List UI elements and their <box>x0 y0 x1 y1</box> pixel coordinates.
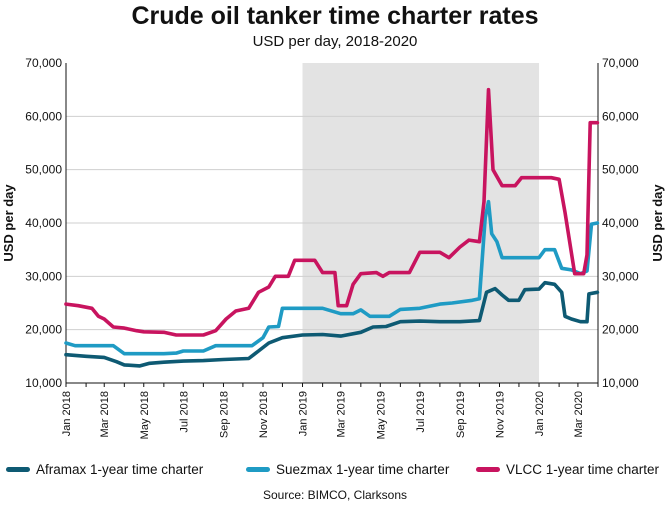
x-tick-label: Nov 2019 <box>495 391 507 438</box>
y-tick-label-right: 40,000 <box>602 216 639 230</box>
x-tick-label: Mar 2018 <box>99 391 111 437</box>
x-tick-label: Sep 2019 <box>455 391 467 438</box>
y-tick-label-right: 50,000 <box>602 163 639 177</box>
legend-label-vlcc: VLCC 1-year time charter <box>506 462 660 477</box>
x-tick-label: Jul 2019 <box>415 391 427 433</box>
legend-item-vlcc: VLCC 1-year time charter <box>476 462 659 477</box>
chart-subtitle: USD per day, 2018-2020 <box>252 33 418 50</box>
legend-label-suezmax: Suezmax 1-year time charter <box>276 462 450 477</box>
x-tick-label: May 2018 <box>139 391 151 439</box>
x-tick-label: Jan 2018 <box>61 391 73 436</box>
y-tick-label-left: 10,000 <box>25 376 62 390</box>
legend-swatch-aframax <box>6 467 30 472</box>
y-axis-title-right: USD per day <box>650 184 665 262</box>
x-tick-label: Sep 2018 <box>218 391 230 438</box>
legend-swatch-suezmax <box>246 467 270 472</box>
x-tick-label: Jan 2020 <box>534 391 546 436</box>
y-tick-label-left: 50,000 <box>25 163 62 177</box>
x-tick-label: Mar 2019 <box>336 391 348 437</box>
y-tick-label-right: 20,000 <box>602 323 639 337</box>
series-line-aframax <box>64 280 600 368</box>
legend-swatch-vlcc <box>476 467 500 472</box>
series-line-suezmax <box>64 199 600 356</box>
x-tick-label: Jul 2018 <box>178 391 190 433</box>
legend-label-aframax: Aframax 1-year time charter <box>36 462 204 477</box>
source-note: Source: BIMCO, Clarksons <box>262 488 408 502</box>
x-tick-label: May 2019 <box>375 391 387 439</box>
y-tick-label-left: 60,000 <box>25 109 62 123</box>
y-axis-title-left: USD per day <box>1 184 16 262</box>
legend-item-aframax: Aframax 1-year time charter <box>6 462 203 477</box>
y-tick-label-left: 40,000 <box>25 216 62 230</box>
y-tick-label-right: 30,000 <box>602 269 639 283</box>
legend-item-suezmax: Suezmax 1-year time charter <box>246 462 449 477</box>
y-tick-label-right: 60,000 <box>602 109 639 123</box>
chart-title: Crude oil tanker time charter rates <box>131 2 539 30</box>
x-tick-label: Nov 2018 <box>258 391 270 438</box>
x-tick-label: Mar 2020 <box>573 391 585 437</box>
y-tick-label-left: 70,000 <box>25 56 62 70</box>
y-tick-label-right: 10,000 <box>602 376 639 390</box>
y-tick-label-right: 70,000 <box>602 56 639 70</box>
y-tick-label-left: 20,000 <box>25 323 62 337</box>
x-tick-label: Jan 2019 <box>298 391 310 436</box>
legend: Aframax 1-year time charter Suezmax 1-ye… <box>0 462 670 482</box>
y-tick-label-left: 30,000 <box>25 269 62 283</box>
series-line-vlcc <box>64 87 600 337</box>
